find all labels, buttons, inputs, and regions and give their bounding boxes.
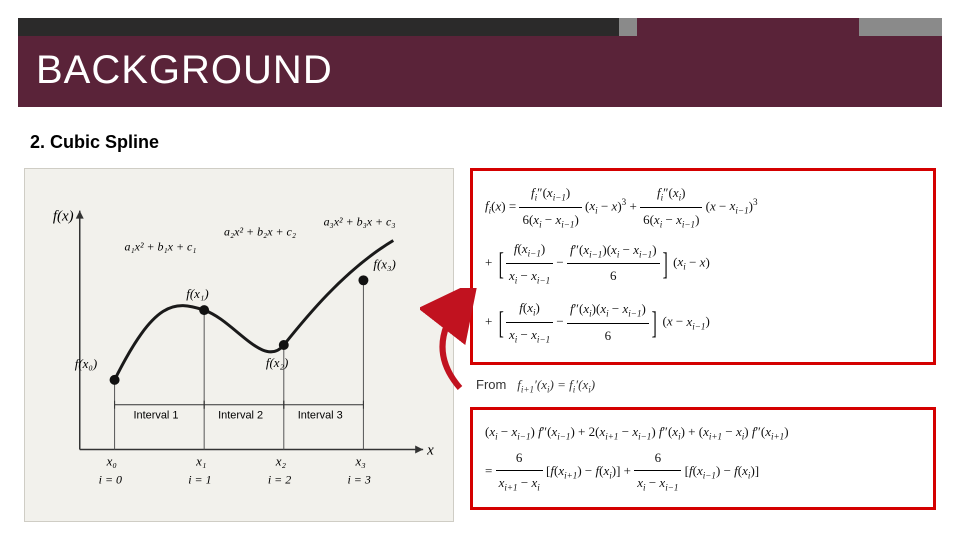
equation-box-1: fi(x) = fi″(xi−1)6(xi − xi−1) (xi − x)3 … [470, 168, 936, 365]
svg-text:a₃x² + b₃x + c₃: a₃x² + b₃x + c₃ [324, 215, 396, 229]
page-title-band: BACKGROUND [18, 36, 942, 107]
svg-text:i = 0: i = 0 [99, 472, 122, 486]
spline-graph-svg: f(x) x f(x₀) x₀ i = 0 f(x₁) x₁ i = 1 f(x₂) x₂ i = … [25, 169, 453, 521]
svg-text:Interval 2: Interval 2 [218, 410, 263, 422]
svg-text:i = 1: i = 1 [188, 472, 211, 486]
svg-text:f(x₂): f(x₂) [266, 355, 288, 370]
page-title: BACKGROUND [36, 48, 333, 92]
from-equation: fi+1′(xi) = fi′(xi) [517, 377, 595, 392]
svg-text:x₀: x₀ [106, 453, 117, 468]
svg-text:x₂: x₂ [275, 453, 287, 468]
equation-box-2: (xi − xi−1) f″(xi−1) + 2(xi+1 − xi−1) f″… [470, 407, 936, 510]
accent-seg-2 [619, 18, 637, 36]
accent-seg-3 [637, 18, 859, 36]
svg-text:f(x₁): f(x₁) [186, 286, 208, 301]
svg-text:f(x₃): f(x₃) [373, 256, 395, 271]
svg-text:a₁x² + b₁x + c₁: a₁x² + b₁x + c₁ [125, 239, 197, 253]
accent-seg-4 [859, 18, 942, 36]
accent-bar [18, 18, 942, 36]
svg-text:Interval 3: Interval 3 [298, 410, 343, 422]
section-subtitle: 2. Cubic Spline [30, 132, 159, 153]
svg-text:a₂x² + b₂x + c₂: a₂x² + b₂x + c₂ [224, 225, 296, 239]
svg-text:f(x): f(x) [53, 209, 74, 225]
svg-text:Interval 1: Interval 1 [133, 410, 178, 422]
content-area: f(x) x f(x₀) x₀ i = 0 f(x₁) x₁ i = 1 f(x₂) x₂ i = … [24, 168, 936, 522]
svg-text:f(x₀): f(x₀) [75, 356, 97, 371]
svg-text:x₁: x₁ [195, 453, 206, 468]
svg-text:x₃: x₃ [354, 453, 365, 468]
from-label: From [476, 377, 506, 392]
accent-seg-1 [18, 18, 619, 36]
svg-text:x: x [426, 442, 434, 458]
equations-panel: fi(x) = fi″(xi−1)6(xi − xi−1) (xi − x)3 … [470, 168, 936, 522]
graph-panel: f(x) x f(x₀) x₀ i = 0 f(x₁) x₁ i = 1 f(x₂) x₂ i = … [24, 168, 454, 522]
svg-text:i = 2: i = 2 [268, 472, 291, 486]
spline-graph: f(x) x f(x₀) x₀ i = 0 f(x₁) x₁ i = 1 f(x₂) x₂ i = … [24, 168, 454, 522]
from-line: From fi+1′(xi) = fi′(xi) [470, 375, 936, 397]
svg-text:i = 3: i = 3 [347, 472, 370, 486]
